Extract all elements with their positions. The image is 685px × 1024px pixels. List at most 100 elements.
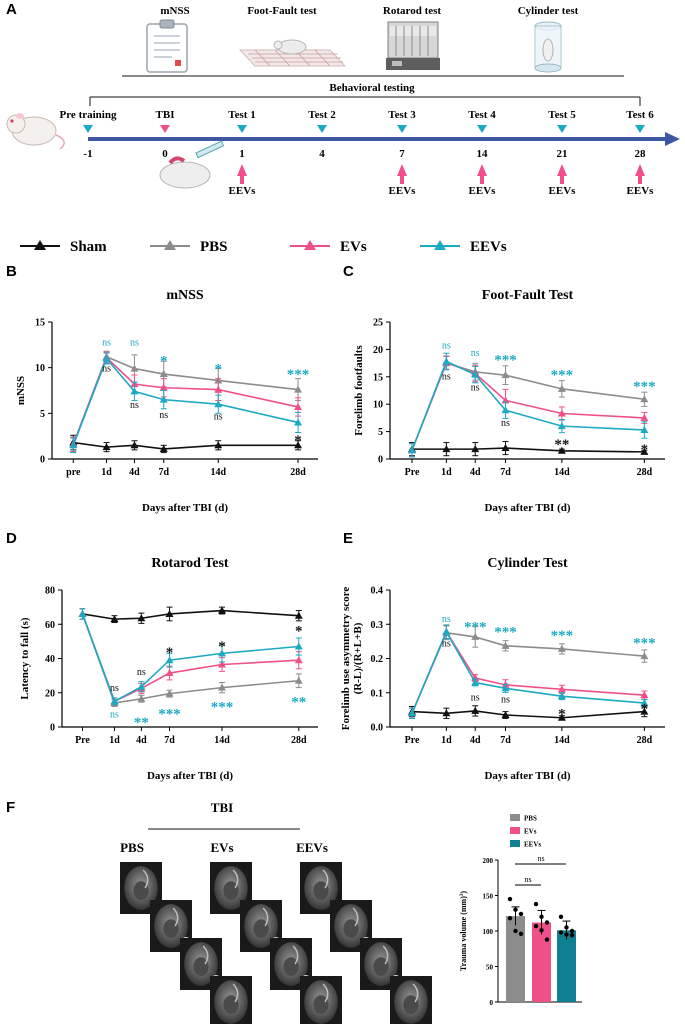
injection-mouse-icon	[159, 140, 225, 189]
data-point	[501, 641, 510, 649]
significance-label: ns	[102, 338, 111, 349]
chart-C: Foot-Fault Test 0 5 10 15 20 25 Pre 1d 4d 7d 14d 28d…	[353, 288, 665, 514]
significance-label: ns	[214, 412, 223, 423]
significance-label: ***	[464, 620, 487, 636]
significance-label: *	[641, 701, 649, 717]
chart-title: Rotarod Test	[151, 556, 228, 571]
y-tick-label: 0	[50, 723, 55, 734]
bar-legend-swatch	[510, 827, 520, 834]
data-dot	[569, 928, 575, 934]
comparison-label: ns	[537, 854, 544, 863]
significance-label: **	[554, 437, 569, 453]
series-line	[412, 447, 645, 453]
mri-slice	[300, 976, 342, 1024]
data-point	[214, 385, 223, 393]
data-point	[557, 685, 566, 693]
data-point	[159, 395, 168, 403]
timeline-day-label: 21	[557, 148, 568, 160]
x-tick-label: 4d	[136, 735, 147, 746]
legend-label: PBS	[200, 239, 228, 255]
significance-label: ns	[442, 340, 451, 351]
bar-legend-swatch	[510, 814, 520, 821]
behavioral-testing-label: Behavioral testing	[329, 82, 415, 94]
data-point	[640, 691, 649, 699]
y-tick-label: 40	[45, 654, 55, 665]
data-point	[640, 413, 649, 421]
x-tick-label: 28d	[290, 467, 306, 478]
x-tick-label: Pre	[405, 735, 420, 746]
y-tick-label: 15	[35, 318, 45, 329]
chart-F: 0 50 100 150 200 Trauma volume (mm)3) ns ns PBS E…	[459, 814, 582, 1007]
significance-label: ns	[471, 348, 480, 359]
evs-injection-arrow	[635, 164, 645, 184]
data-point	[501, 371, 510, 379]
evs-injection-label: EEVs	[549, 185, 577, 197]
x-tick-label: Pre	[75, 735, 90, 746]
x-tick-label: pre	[66, 467, 81, 478]
timeline-event-label: TBI	[156, 109, 175, 121]
data-point	[294, 676, 303, 684]
data-dot	[564, 932, 569, 937]
timeline-day-label: 1	[239, 148, 245, 160]
significance-label: *	[641, 442, 649, 458]
y-axis-label: Forelimb use asymmetry score	[340, 587, 352, 731]
evs-injection-arrow	[477, 164, 487, 184]
legend-marker	[434, 240, 446, 250]
x-tick-label: 7d	[500, 467, 511, 478]
y-axis-label-2: (R-L)/(R+L+B)	[352, 622, 364, 694]
series-eevs	[78, 608, 303, 706]
significance-label: ***	[551, 628, 574, 644]
timeline-marker	[83, 125, 93, 133]
mri-label-eevs: EEVs	[296, 840, 328, 855]
significance-label: *	[215, 362, 223, 378]
timeline-event-label: Pre training	[60, 109, 117, 121]
data-point	[165, 609, 174, 617]
significance-label: ***	[551, 368, 574, 384]
timeline-event-label: Test 5	[548, 109, 576, 121]
timeline-event-label: Test 4	[468, 109, 496, 121]
legend-marker	[164, 240, 176, 250]
legend-label: EVs	[340, 239, 367, 255]
data-dot	[533, 901, 539, 907]
bar-eevs	[557, 930, 576, 1002]
data-point	[640, 652, 649, 660]
data-point	[110, 697, 119, 705]
rat-icon	[6, 113, 65, 150]
significance-label: **	[134, 715, 149, 731]
timeline-marker	[237, 125, 247, 133]
series-line	[72, 356, 299, 446]
mri-slice	[390, 976, 432, 1024]
y-tick-label: 150	[483, 893, 494, 901]
data-point	[218, 660, 226, 668]
x-tick-label: 28d	[637, 467, 653, 478]
data-point	[130, 441, 139, 449]
data-dot	[513, 907, 518, 912]
data-point	[130, 364, 139, 372]
tbi-group-label: TBI	[211, 800, 233, 815]
y-tick-label: 60	[45, 620, 55, 631]
significance-label: ns	[442, 372, 451, 383]
significance-label: ns	[159, 410, 168, 421]
x-tick-label: 14d	[210, 467, 226, 478]
timeline-day-label: -1	[83, 148, 92, 160]
timeline-marker	[160, 125, 170, 133]
series-line	[82, 609, 299, 620]
x-tick-label: 28d	[291, 735, 307, 746]
significance-label: *	[295, 623, 303, 639]
data-dot	[558, 914, 564, 919]
y-tick-label: 0	[40, 455, 45, 466]
significance-label: **	[291, 694, 306, 710]
data-point	[102, 354, 111, 362]
significance-label: ns	[102, 363, 111, 374]
data-point	[159, 370, 168, 378]
panel-letter-c: C	[343, 263, 354, 280]
y-tick-label: 5	[378, 427, 383, 438]
data-point	[640, 425, 649, 433]
data-point	[294, 642, 303, 650]
significance-label: ***	[158, 706, 181, 722]
legend-marker	[304, 240, 316, 250]
data-dot	[507, 896, 513, 902]
data-point	[442, 627, 451, 635]
mri-label-pbs: PBS	[120, 840, 144, 855]
evs-injection-arrow	[557, 164, 567, 184]
